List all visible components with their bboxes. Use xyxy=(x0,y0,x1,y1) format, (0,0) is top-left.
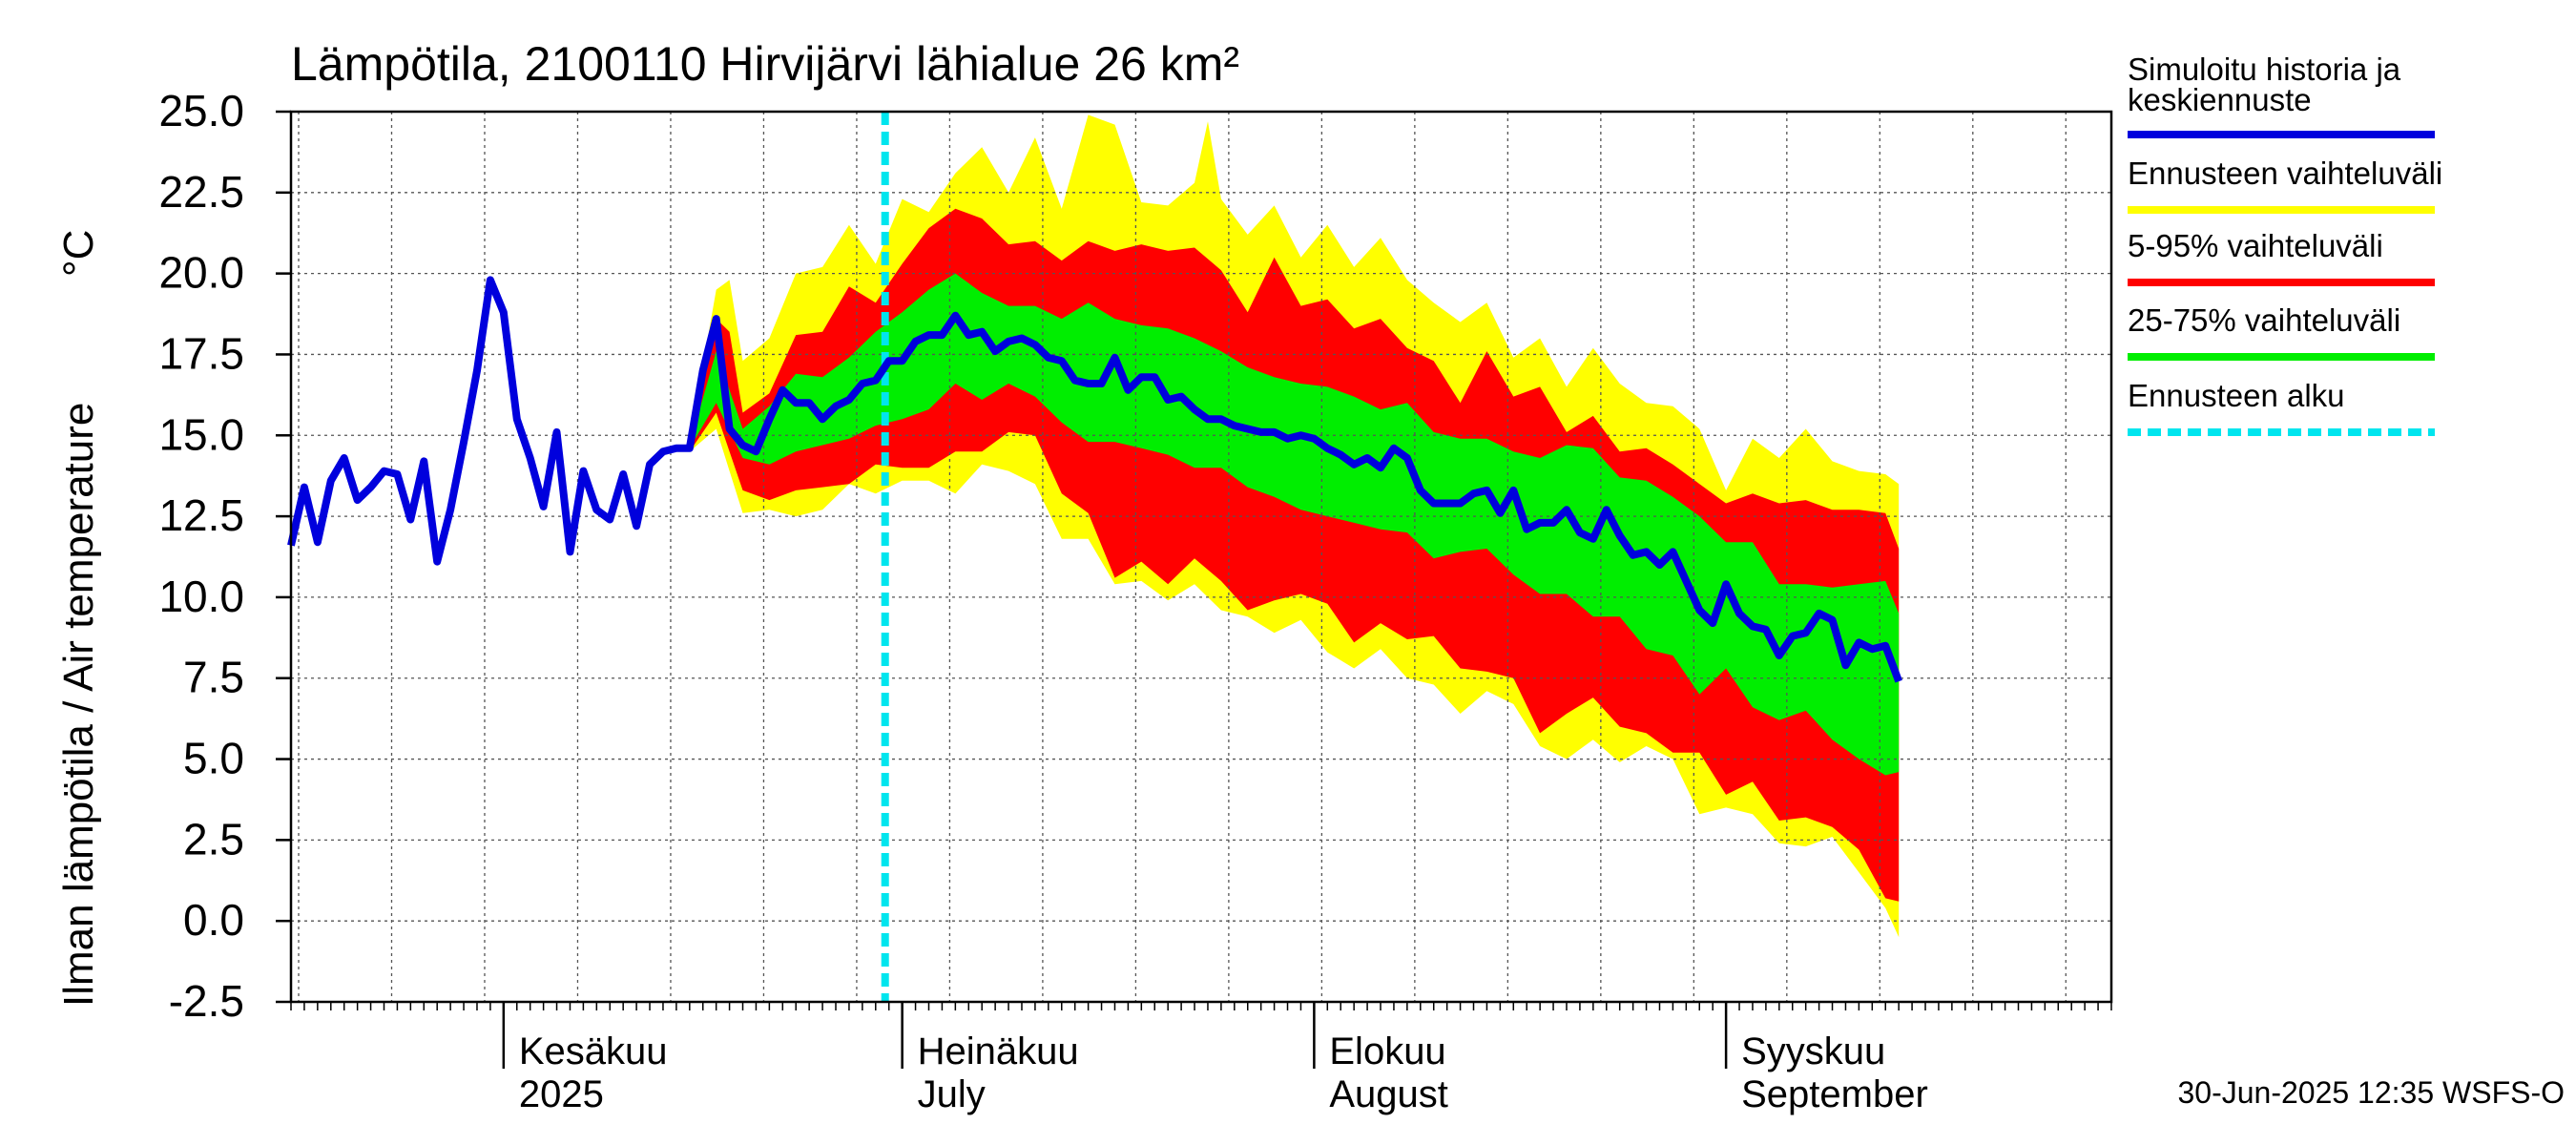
y-tick-label: 20.0 xyxy=(158,248,244,298)
plot-frame xyxy=(289,110,2113,1004)
month-label-secondary: August xyxy=(1329,1073,1448,1115)
legend-label: Ennusteen alku xyxy=(2128,378,2345,413)
y-tick-label: 12.5 xyxy=(158,490,244,540)
y-tick-labels: 25.0 22.5 20.0 17.5 15.0 12.5 10.0 7.5 5.0 2.5 0.0… xyxy=(158,86,244,1026)
y-tick-label: -2.5 xyxy=(169,976,244,1026)
legend-label: Ennusteen vaihteluväli xyxy=(2128,156,2442,191)
month-label: Kesäkuu xyxy=(519,1030,668,1072)
month-label-secondary: September xyxy=(1741,1073,1928,1115)
y-tick-label: 7.5 xyxy=(183,653,244,702)
month-label: Heinäkuu xyxy=(918,1030,1079,1072)
legend-label: Simuloitu historia ja xyxy=(2128,52,2401,87)
y-axis-label: Ilman lämpötila / Air temperature xyxy=(55,403,102,1007)
y-tick-label: 22.5 xyxy=(158,167,244,217)
y-tick-label: 0.0 xyxy=(183,895,244,945)
forecast-bands xyxy=(689,114,1900,938)
legend-label: 5-95% vaihteluväli xyxy=(2128,228,2383,263)
chart-title: Lämpötila, 2100110 Hirvijärvi lähialue 2… xyxy=(291,37,1239,91)
band-25-75-green xyxy=(689,273,1900,776)
y-tick-label: 5.0 xyxy=(183,734,244,783)
legend-label: 25-75% vaihteluväli xyxy=(2128,302,2400,338)
month-label: Syyskuu xyxy=(1741,1030,1885,1072)
history-and-mean-layer xyxy=(287,276,1902,683)
y-tick-label: 15.0 xyxy=(158,409,244,459)
legend-label: keskiennuste xyxy=(2128,82,2312,117)
month-label-secondary: 2025 xyxy=(519,1073,604,1115)
y-tick-label: 25.0 xyxy=(158,86,244,135)
month-label: Elokuu xyxy=(1329,1030,1445,1072)
y-axis-unit: °C xyxy=(55,230,102,277)
axes xyxy=(276,110,2113,1069)
y-tick-label: 17.5 xyxy=(158,328,244,378)
history-mean-line xyxy=(287,276,1902,683)
grid-lines xyxy=(291,111,2111,1003)
footer-timestamp: 30-Jun-2025 12:35 WSFS-O xyxy=(2177,1075,2565,1110)
y-tick-label: 10.0 xyxy=(158,572,244,621)
month-label-secondary: July xyxy=(918,1073,986,1115)
y-tick-label: 2.5 xyxy=(183,814,244,864)
